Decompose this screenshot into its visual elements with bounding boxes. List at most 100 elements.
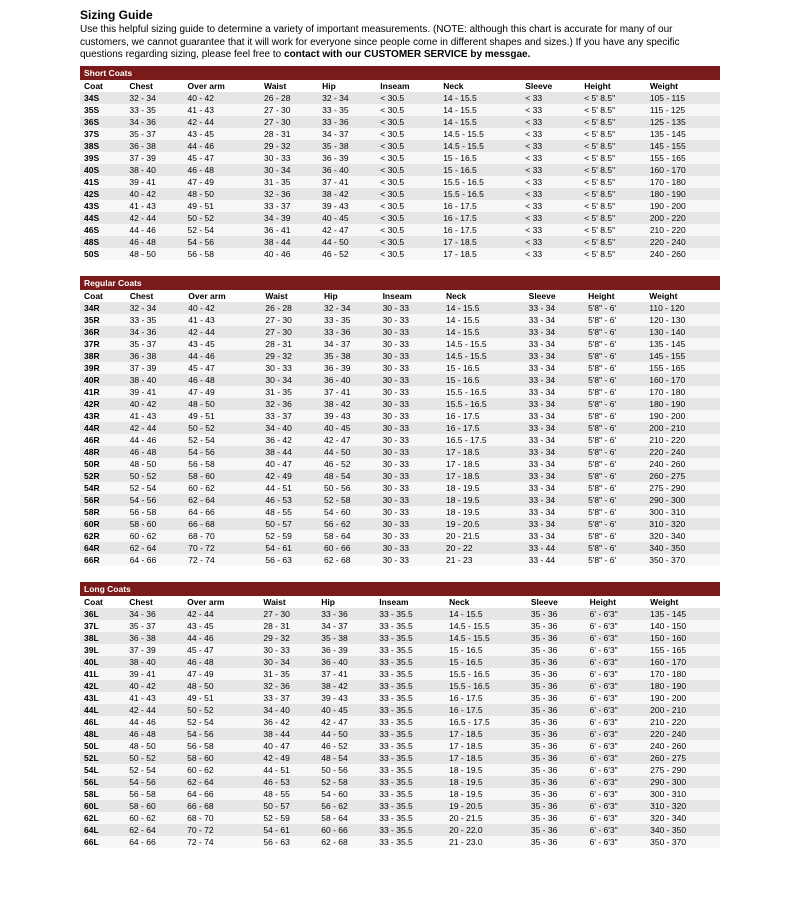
data-cell: 16 - 17.5: [445, 704, 527, 716]
data-cell: 6' - 6'3": [586, 776, 647, 788]
data-cell: 38 - 44: [260, 236, 318, 248]
data-cell: 15.5 - 16.5: [445, 680, 527, 692]
column-header: Waist: [259, 596, 317, 608]
data-cell: 62 - 64: [126, 542, 185, 554]
column-header: Chest: [125, 596, 183, 608]
data-cell: 43 - 45: [184, 338, 261, 350]
data-cell: 5'8" - 6': [584, 554, 645, 566]
data-cell: 39 - 43: [317, 692, 375, 704]
page-title: Sizing Guide: [80, 8, 720, 22]
data-cell: 33 - 35: [125, 104, 183, 116]
data-cell: 340 - 350: [645, 542, 720, 554]
table-row: 43R41 - 4349 - 5133 - 3739 - 4330 - 3316…: [80, 410, 720, 422]
data-cell: 50 - 52: [125, 752, 183, 764]
data-cell: 30 - 33: [379, 410, 442, 422]
data-cell: 5'8" - 6': [584, 542, 645, 554]
data-cell: 6' - 6'3": [586, 608, 647, 620]
data-cell: 40 - 42: [126, 398, 185, 410]
data-cell: 33 - 35.5: [375, 740, 445, 752]
data-cell: 310 - 320: [646, 800, 720, 812]
data-cell: 42 - 47: [317, 716, 375, 728]
data-cell: 33 - 34: [525, 326, 584, 338]
data-cell: 54 - 56: [125, 776, 183, 788]
data-cell: 5'8" - 6': [584, 434, 645, 446]
data-cell: 35 - 36: [527, 656, 586, 668]
data-cell: 37 - 39: [126, 362, 185, 374]
coat-cell: 54L: [80, 764, 125, 776]
data-cell: 30 - 33: [379, 446, 442, 458]
data-cell: 26 - 28: [260, 92, 318, 104]
table-row: 41S39 - 4147 - 4931 - 3537 - 41< 30.515.…: [80, 176, 720, 188]
data-cell: < 30.5: [376, 176, 439, 188]
table-row: 46S44 - 4652 - 5436 - 4142 - 47< 30.516 …: [80, 224, 720, 236]
data-cell: < 33: [521, 200, 580, 212]
column-header: Waist: [261, 290, 320, 302]
data-cell: 39 - 41: [126, 386, 185, 398]
data-cell: 56 - 58: [126, 506, 185, 518]
data-cell: 33 - 35.5: [375, 656, 445, 668]
data-cell: 49 - 51: [183, 692, 259, 704]
data-cell: 49 - 51: [184, 200, 261, 212]
data-cell: 47 - 49: [184, 176, 261, 188]
data-cell: 14.5 - 15.5: [445, 632, 527, 644]
data-cell: 5'8" - 6': [584, 446, 645, 458]
data-cell: 72 - 74: [183, 836, 259, 848]
data-cell: 58 - 60: [184, 470, 261, 482]
data-cell: 43 - 45: [183, 620, 259, 632]
data-cell: 125 - 135: [646, 116, 720, 128]
data-cell: 35 - 36: [527, 668, 586, 680]
data-cell: 28 - 31: [259, 620, 317, 632]
data-cell: < 30.5: [376, 140, 439, 152]
data-cell: 210 - 220: [646, 716, 720, 728]
data-cell: 36 - 41: [260, 224, 318, 236]
data-cell: 33 - 34: [525, 446, 584, 458]
coat-cell: 43L: [80, 692, 125, 704]
data-cell: 6' - 6'3": [586, 644, 647, 656]
data-cell: 30 - 33: [379, 374, 442, 386]
data-cell: 15.5 - 16.5: [439, 188, 521, 200]
data-cell: 33 - 34: [525, 506, 584, 518]
table-row: 38S36 - 3844 - 4629 - 3235 - 38< 30.514.…: [80, 140, 720, 152]
coat-cell: 38L: [80, 632, 125, 644]
coat-cell: 36R: [80, 326, 126, 338]
data-cell: 220 - 240: [646, 236, 720, 248]
data-cell: 27 - 30: [260, 104, 318, 116]
column-header: Inseam: [379, 290, 442, 302]
data-cell: 30 - 33: [379, 494, 442, 506]
data-cell: 62 - 64: [183, 776, 259, 788]
data-cell: < 33: [521, 152, 580, 164]
data-cell: 33 - 34: [525, 314, 584, 326]
data-cell: 56 - 58: [184, 248, 261, 260]
coat-cell: 66R: [80, 554, 126, 566]
data-cell: 35 - 36: [527, 716, 586, 728]
data-cell: 5'8" - 6': [584, 314, 645, 326]
table-row: 64R62 - 6470 - 7254 - 6160 - 6630 - 3320…: [80, 542, 720, 554]
data-cell: 33 - 34: [525, 470, 584, 482]
data-cell: 31 - 35: [259, 668, 317, 680]
data-cell: 58 - 60: [125, 800, 183, 812]
data-cell: 50 - 52: [183, 704, 259, 716]
data-cell: 34 - 39: [260, 212, 318, 224]
data-cell: 43 - 45: [184, 128, 261, 140]
data-cell: 58 - 64: [320, 530, 379, 542]
data-cell: 36 - 40: [320, 374, 379, 386]
data-cell: 64 - 66: [183, 788, 259, 800]
table-row: 35S33 - 3541 - 4327 - 3033 - 35< 30.514 …: [80, 104, 720, 116]
size-table: Long CoatsCoatChestOver armWaistHipInsea…: [80, 582, 720, 848]
data-cell: 34 - 36: [126, 326, 185, 338]
data-cell: 34 - 37: [318, 128, 376, 140]
coat-cell: 43R: [80, 410, 126, 422]
data-cell: 30 - 33: [379, 506, 442, 518]
data-cell: 70 - 72: [184, 542, 261, 554]
data-cell: 33 - 44: [525, 554, 584, 566]
data-cell: 34 - 36: [125, 116, 183, 128]
data-cell: 16 - 17.5: [442, 410, 525, 422]
data-cell: 33 - 37: [259, 692, 317, 704]
coat-cell: 37R: [80, 338, 126, 350]
intro-text: Use this helpful sizing guide to determi…: [80, 24, 720, 62]
column-header: Over arm: [184, 290, 261, 302]
data-cell: 33 - 34: [525, 482, 584, 494]
column-header: Sleeve: [527, 596, 586, 608]
data-cell: 33 - 34: [525, 422, 584, 434]
data-cell: 33 - 34: [525, 518, 584, 530]
